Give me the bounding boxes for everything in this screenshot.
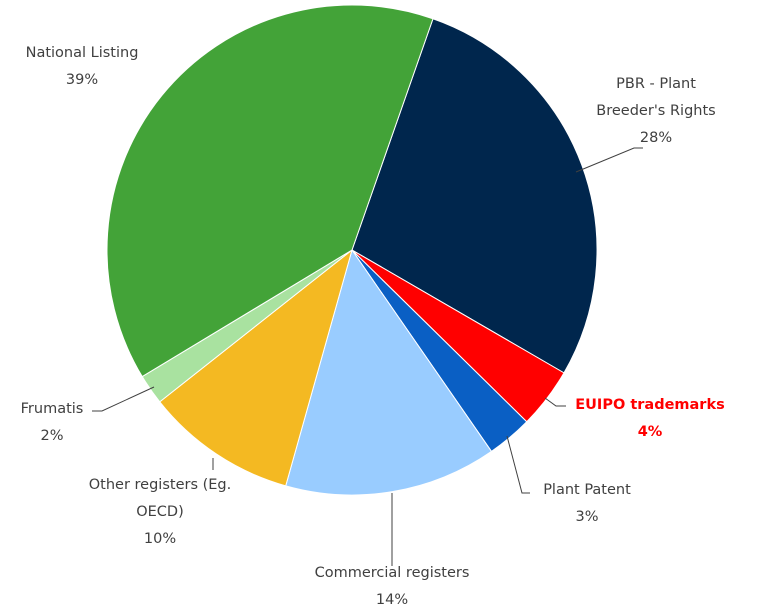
- slice-label: Plant Patent 3%: [543, 482, 631, 525]
- slice-label: PBR - Plant Breeder's Rights 28%: [596, 76, 716, 146]
- slice-label: Commercial registers 14%: [314, 565, 470, 608]
- pie-slice: [351, 18, 598, 374]
- slice-label: EUIPO trademarks 4%: [575, 397, 725, 440]
- leader-line: [575, 147, 643, 173]
- pie-slice: [159, 248, 353, 487]
- slice-label: Frumatis 2%: [20, 401, 84, 444]
- leader-line: [92, 386, 155, 412]
- leader-line: [544, 397, 566, 407]
- pie-slice: [106, 4, 434, 378]
- slice-label: Other registers (Eg. OECD) 10%: [88, 477, 232, 547]
- pie-slice: [285, 248, 493, 496]
- leader-line: [506, 435, 530, 494]
- slice-label: National Listing 39%: [25, 45, 139, 88]
